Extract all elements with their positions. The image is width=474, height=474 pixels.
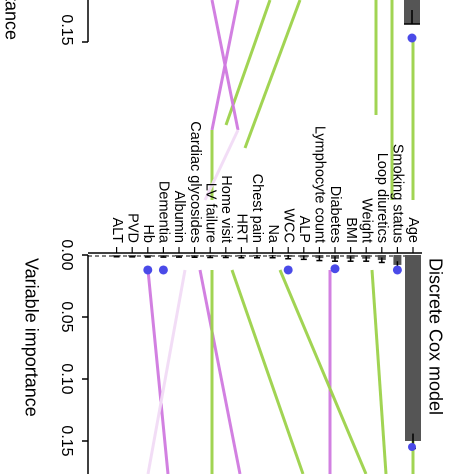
value-tick-label-2: 0.10 xyxy=(58,363,75,394)
category-label-5: Diabetes xyxy=(327,186,343,243)
category-label-8: WCC xyxy=(280,208,296,243)
category-label-4: BMI xyxy=(343,217,359,243)
bar-17 xyxy=(143,255,152,257)
category-label-13: LV failure xyxy=(202,183,218,243)
rank-connector-lines xyxy=(146,0,415,474)
category-label-6: Lymphocyte count xyxy=(312,126,328,243)
top-axis-title: Variable importance xyxy=(1,0,21,40)
highlight-point-1 xyxy=(330,264,340,274)
bar-2 xyxy=(377,255,386,260)
highlight-point-4 xyxy=(143,265,153,275)
bar-15 xyxy=(175,255,183,257)
value-tick-label-1: 0.05 xyxy=(58,301,75,332)
connector-line-15 xyxy=(210,0,240,131)
top-axis-tick-label: 0.15 xyxy=(58,14,75,45)
bar-14 xyxy=(190,255,199,257)
category-label-1: Smoking status xyxy=(390,144,406,243)
category-label-2: Loop diuretics xyxy=(374,153,390,243)
bar-16 xyxy=(159,255,168,257)
category-label-16: Dementia xyxy=(156,181,172,244)
connector-line-17 xyxy=(203,129,240,201)
category-label-7: ALP xyxy=(296,216,312,243)
value-tick-label-3: 0.15 xyxy=(58,425,75,456)
category-label-10: Chest pain xyxy=(249,174,265,243)
highlight-point-3 xyxy=(158,265,168,275)
connector-line-8 xyxy=(146,269,187,474)
age-point xyxy=(408,443,416,451)
bar-18 xyxy=(128,255,137,257)
category-label-9: Na xyxy=(265,224,281,243)
connector-line-7 xyxy=(146,269,170,474)
highlight-point-0 xyxy=(392,265,402,275)
panel-title: Discrete Cox model xyxy=(425,258,445,415)
value-axis-title: Variable importance xyxy=(21,258,41,417)
category-label-14: Cardiac glycosides xyxy=(187,121,203,243)
connector-line-1 xyxy=(370,269,388,474)
category-label-19: ALT xyxy=(109,217,125,243)
discrete-cox-panel: 0.00 0.05 0.10 0.15 Variable importance Discr… xyxy=(21,121,445,474)
highlight-point-2 xyxy=(283,265,293,275)
bar-1 xyxy=(393,255,402,265)
connector-line-4 xyxy=(230,269,305,474)
category-label-18: PVD xyxy=(124,213,140,243)
value-tick-label-0: 0.00 xyxy=(58,239,75,270)
bar-0 xyxy=(405,255,421,441)
top-age-point xyxy=(407,33,417,43)
category-label-15: Albumin xyxy=(171,191,187,243)
top-partial-panel: 0.15 Variable importance xyxy=(1,0,420,46)
connector-line-12 xyxy=(243,0,302,149)
connector-line-3 xyxy=(278,269,368,474)
category-label-12: Home visit xyxy=(218,175,234,243)
category-label-3: Weight xyxy=(358,198,374,243)
category-label-17: Hb xyxy=(140,224,156,243)
bar-19 xyxy=(112,255,121,257)
category-label-11: HRT xyxy=(234,213,250,243)
connector-line-5 xyxy=(198,269,242,474)
category-label-0: Age xyxy=(405,217,421,243)
